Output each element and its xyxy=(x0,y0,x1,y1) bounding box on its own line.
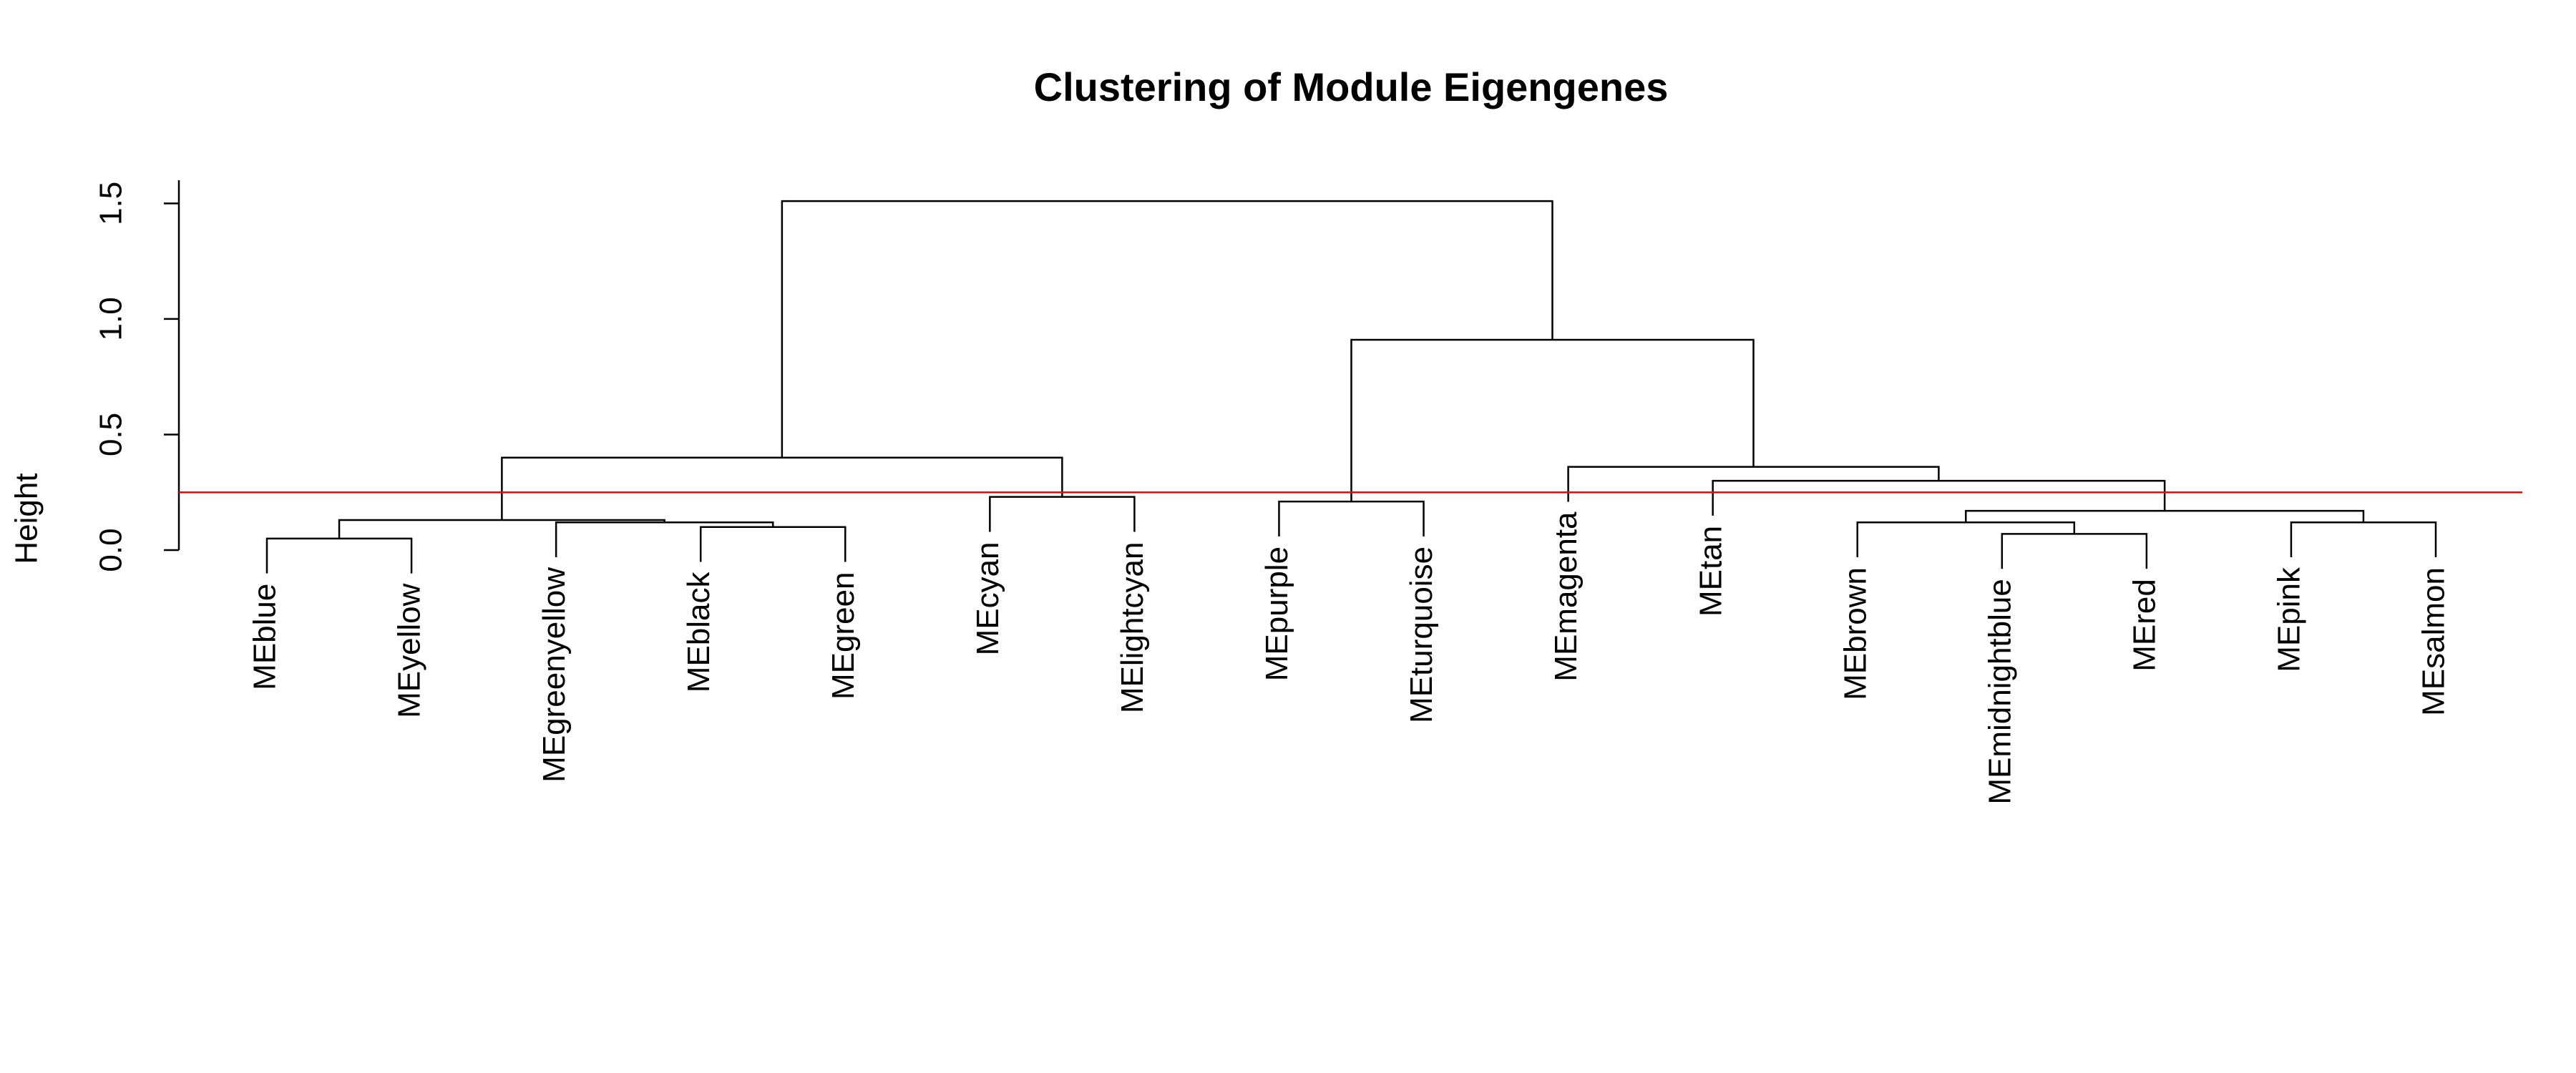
leaf-label: MEtan xyxy=(1693,526,1728,617)
dendrogram-merge xyxy=(2290,521,2437,558)
dendrogram-merge xyxy=(338,519,665,539)
leaf-label: MEpurple xyxy=(1259,547,1294,681)
leaf-label: MEbrown xyxy=(1838,567,1873,700)
dendrogram-merge xyxy=(1278,500,1425,536)
leaf-label: MEmagenta xyxy=(1548,511,1584,682)
y-axis-label: Height xyxy=(9,473,44,564)
dendrogram-merge xyxy=(781,200,1553,458)
y-tick-label: 1.5 xyxy=(94,182,129,225)
y-tick-label: 1.0 xyxy=(94,297,129,340)
dendrogram-merge xyxy=(555,521,774,558)
dendrogram-merge xyxy=(989,496,1136,532)
leaf-label: MEturquoise xyxy=(1404,547,1439,723)
dendrogram-merge xyxy=(699,526,847,562)
leaf-label: MEgreenyellow xyxy=(537,567,572,783)
dendrogram-merge xyxy=(265,537,413,574)
dendrogram-merge xyxy=(501,456,1063,520)
leaf-label: MEyellow xyxy=(392,583,427,717)
leaf-label: MEgreen xyxy=(826,572,861,700)
dendrogram-merge xyxy=(2001,533,2148,569)
y-tick-label: 0.5 xyxy=(94,413,129,456)
y-tick-label: 0.0 xyxy=(94,528,129,572)
dendrogram-merge xyxy=(1567,466,1940,502)
leaf-label: MEred xyxy=(2127,579,2162,672)
dendrogram-merge xyxy=(1712,479,2166,516)
dendrogram-merge xyxy=(1856,521,2076,558)
leaf-label: MEmidnightblue xyxy=(1982,579,2017,805)
dendrogram-merge xyxy=(1350,338,1755,502)
dendrogram-merge xyxy=(1965,509,2365,523)
leaf-label: MElightcyan xyxy=(1115,542,1150,713)
leaf-label: MEpink xyxy=(2272,567,2307,672)
chart-title: Clustering of Module Eigengenes xyxy=(1034,64,1669,109)
leaf-label: MEsalmon xyxy=(2416,567,2451,716)
leaf-label: MEblue xyxy=(248,584,283,690)
leaf-label: MEblack xyxy=(681,571,716,692)
leaf-label: MEcyan xyxy=(970,542,1005,655)
